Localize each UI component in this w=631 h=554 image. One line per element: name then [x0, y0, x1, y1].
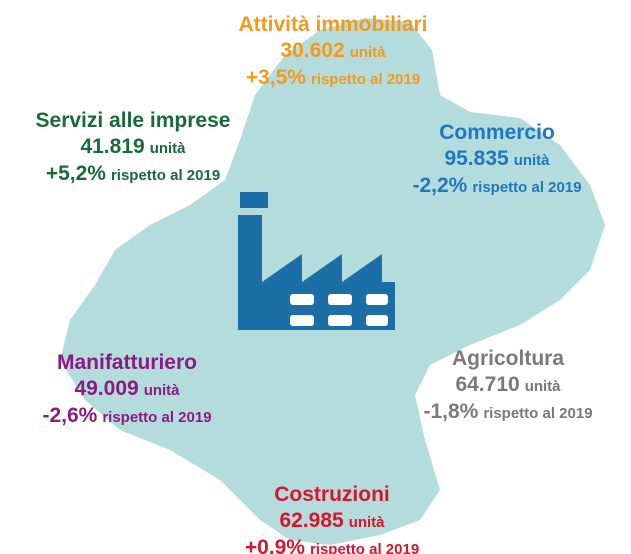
count-unit: unità	[525, 378, 561, 395]
factory-body	[238, 215, 395, 330]
count-unit: unità	[514, 152, 550, 169]
sector-count: 30.602 unità	[280, 39, 386, 62]
sector-change: +0,9% rispetto al 2019	[245, 536, 419, 554]
sector-count: 95.835 unità	[444, 147, 550, 170]
change-comparison: rispetto al 2019	[311, 71, 420, 88]
change-comparison: rispetto al 2019	[310, 541, 419, 554]
sector-change: +3,5% rispetto al 2019	[246, 66, 420, 89]
sector-label: Commercio 95.835 unità -2,2% rispetto al 201…	[412, 121, 581, 197]
sector-count: 62.985 unità	[279, 509, 385, 532]
sector-change: -2,6% rispetto al 2019	[42, 404, 211, 427]
count-unit: unità	[350, 44, 386, 61]
change-comparison: rispetto al 2019	[111, 167, 220, 184]
change-value: +0,9%	[245, 536, 305, 554]
sector-change: -1,8% rispetto al 2019	[423, 400, 592, 423]
count-value: 49.009	[74, 377, 138, 400]
count-unit: unità	[150, 140, 186, 157]
window	[366, 315, 388, 326]
sector-count: 64.710 unità	[455, 373, 561, 396]
sector-count: 41.819 unità	[80, 135, 186, 158]
sector-label: Attività immobiliari 30.602 unità +3,5% risp…	[238, 13, 427, 89]
change-comparison: rispetto al 2019	[483, 405, 592, 422]
change-comparison: rispetto al 2019	[102, 409, 211, 426]
sector-name: Manifatturiero	[57, 351, 197, 374]
change-value: -2,6%	[42, 404, 97, 427]
sector-label: Servizi alle imprese 41.819 unità +5,2% risp…	[36, 109, 231, 185]
change-value: -2,2%	[412, 174, 467, 197]
change-value: -1,8%	[423, 400, 478, 423]
window	[328, 315, 352, 326]
window	[366, 294, 388, 305]
count-value: 41.819	[80, 135, 144, 158]
count-value: 30.602	[280, 39, 344, 62]
count-value: 95.835	[444, 147, 509, 170]
count-unit: unità	[144, 382, 180, 399]
sector-label: Manifatturiero 49.009 unità -2,6% rispetto a…	[42, 351, 211, 427]
sector-name: Servizi alle imprese	[36, 109, 231, 132]
window	[290, 315, 314, 326]
sector-name: Agricoltura	[452, 347, 564, 370]
sector-label: Agricoltura 64.710 unità -1,8% rispetto al 2…	[423, 347, 592, 423]
sector-change: -2,2% rispetto al 2019	[412, 174, 581, 197]
window	[328, 294, 352, 305]
chimney-cap	[240, 192, 268, 208]
factory-icon	[238, 192, 395, 330]
sector-change: +5,2% rispetto al 2019	[46, 162, 220, 185]
count-value: 64.710	[455, 373, 519, 396]
sector-name: Commercio	[439, 121, 555, 144]
sector-label: Costruzioni 62.985 unità +0,9% rispetto al 2…	[245, 483, 419, 554]
window	[290, 294, 314, 305]
sector-name: Attività immobiliari	[238, 13, 427, 36]
change-value: +3,5%	[246, 66, 306, 89]
sector-count: 49.009 unità	[74, 377, 180, 400]
count-unit: unità	[349, 514, 385, 531]
factory-windows	[290, 294, 388, 326]
change-value: +5,2%	[46, 162, 106, 185]
sector-name: Costruzioni	[274, 483, 390, 506]
change-comparison: rispetto al 2019	[472, 179, 581, 196]
count-value: 62.985	[279, 509, 344, 532]
